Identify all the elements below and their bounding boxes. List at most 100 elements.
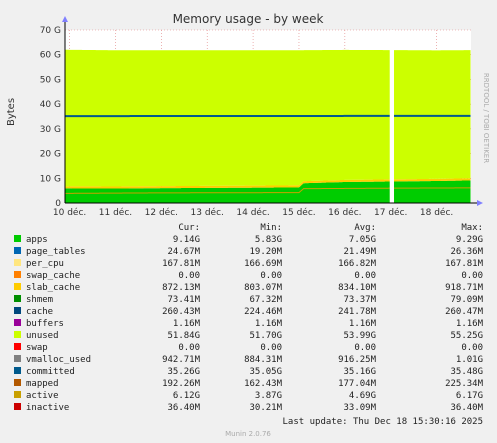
legend-row-page_tables: page_tables 24.67M 19.20M 21.49M 26.36M [14,247,484,257]
legend-value: 0.00 [178,343,200,353]
legend-value: 6.12G [173,391,200,401]
legend-name: page_tables [26,247,86,257]
y-tick-label: 20 G [40,150,61,160]
y-tick-label: 50 G [40,75,61,85]
legend-value: 872.13M [162,283,201,293]
legend-value: 167.81M [162,259,201,269]
legend-value: 24.67M [167,247,200,257]
legend-value: 192.26M [162,379,201,389]
legend-value: 79.09M [450,295,483,305]
legend-header: Cur: Min: Avg: Max: [178,223,483,233]
legend-value: 834.10M [338,283,377,293]
legend-value: 884.31M [244,355,283,365]
legend-row-committed: committed 35.26G 35.05G 35.16G 35.48G [14,367,483,377]
legend-swatch [14,259,21,266]
y-axis-arrow [62,16,68,22]
legend-value: 1.16M [456,319,484,329]
legend-value: 916.25M [338,355,377,365]
legend-name: inactive [26,403,69,413]
legend-value: 9.14G [173,235,200,245]
legend-value: 26.36M [450,247,483,257]
legend-swatch [14,295,21,302]
legend-value: 260.47M [445,307,484,317]
legend-row-inactive: inactive 36.40M 30.21M 33.09M 36.40M [14,403,484,413]
y-tick-label: 10 G [40,174,61,184]
y-tick-label: 70 G [40,26,61,36]
legend-name: unused [26,331,59,341]
x-tick-label: 10 déc. [53,207,86,218]
y-tick-labels: 0 10 G 20 G 30 G 40 G 50 G 60 G 70 G [40,26,62,209]
y-axis-label: Bytes [6,98,17,126]
legend-value: 36.40M [450,403,483,413]
legend-value: 1.16M [255,319,283,329]
legend-row-apps: apps 9.14G 5.83G 7.05G 9.29G [14,235,483,245]
legend-value: 4.69G [349,391,376,401]
legend-swatch [14,307,21,314]
legend-swatch [14,331,21,338]
legend-value: 5.83G [255,235,282,245]
chart-title: Memory usage - by week [173,12,324,26]
legend-value: 73.41M [167,295,200,305]
legend-row-shmem: shmem 73.41M 67.32M 73.37M 79.09M [14,295,484,305]
legend-name: swap_cache [26,271,80,281]
legend-value: 35.16G [343,367,376,377]
legend-value: 36.40M [167,403,200,413]
legend-value: 3.87G [255,391,282,401]
legend-value: 19.20M [249,247,282,257]
legend-swatch [14,355,21,362]
series-area-apps [65,180,471,203]
y-tick-label: 30 G [40,125,61,135]
legend-value: 51.70G [249,331,282,341]
series-lines [65,114,471,194]
legend-value: 73.37M [343,295,376,305]
legend-value: 942.71M [162,355,201,365]
legend-value: 35.05G [249,367,282,377]
legend-swatch [14,271,21,278]
legend-value: 6.17G [456,391,483,401]
legend-name: cache [26,307,53,317]
legend-value: 177.04M [338,379,377,389]
legend-value: 224.46M [244,307,283,317]
series-areas [65,49,471,203]
munin-version: Munin 2.0.76 [225,430,271,438]
legend-row-unused: unused 51.84G 51.70G 53.99G 55.25G [14,331,483,341]
legend-column-header: Max: [461,223,483,233]
x-tick-label: 15 déc. [282,207,315,218]
legend-value: 0.00 [461,343,483,353]
series-line-active [65,187,471,194]
legend-swatch [14,403,21,410]
legend-value: 30.21M [249,403,282,413]
legend-swatch [14,235,21,242]
legend-row-swap_cache: swap_cache 0.00 0.00 0.00 0.00 [14,271,483,281]
legend-name: apps [26,235,48,245]
legend-value: 166.82M [338,259,377,269]
legend-column-header: Min: [260,223,282,233]
legend-value: 241.78M [338,307,377,317]
legend-column-header: Avg: [354,223,376,233]
x-tick-label: 13 déc. [191,207,224,218]
legend: apps 9.14G 5.83G 7.05G 9.29G page_tables 24.67… [14,235,484,413]
data-gap [389,30,395,203]
legend-name: active [26,391,59,401]
legend-swatch [14,367,21,374]
axes [62,16,483,206]
x-tick-label: 12 déc. [145,207,178,218]
legend-swatch [14,247,21,254]
legend-row-per_cpu: per_cpu 167.81M 166.69M 166.82M 167.81M [14,259,484,269]
legend-swatch [14,283,21,290]
legend-value: 803.07M [244,283,283,293]
x-tick-label: 16 déc. [328,207,361,218]
legend-value: 0.00 [178,271,200,281]
legend-value: 1.01G [456,355,483,365]
x-tick-label: 18 déc. [420,207,453,218]
legend-row-slab_cache: slab_cache 872.13M 803.07M 834.10M 918.71M [14,283,484,293]
legend-value: 225.34M [445,379,484,389]
y-tick-label: 40 G [40,100,61,110]
legend-column-header: Cur: [178,223,200,233]
legend-name: committed [26,367,75,377]
y-tick-label: 0 [55,199,61,209]
legend-value: 55.25G [450,331,483,341]
legend-value: 260.43M [162,307,201,317]
legend-value: 35.48G [450,367,483,377]
